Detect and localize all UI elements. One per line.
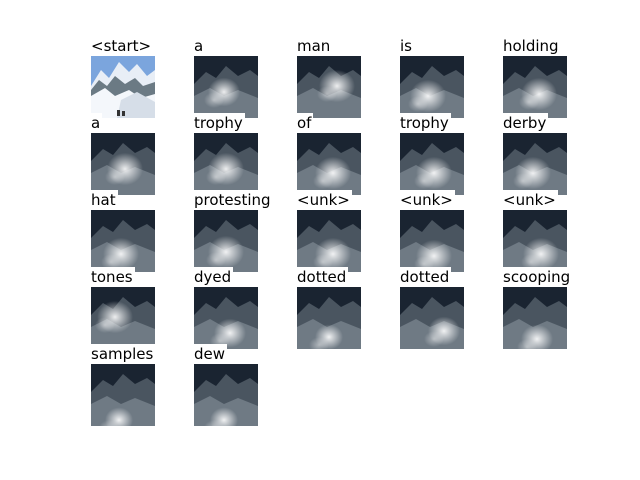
attention-cell: <unk> [400, 190, 512, 272]
caption-word: <unk> [503, 190, 558, 210]
attention-map-image [297, 133, 361, 195]
attention-map-image [503, 133, 567, 195]
attention-cell: dotted [400, 267, 512, 349]
attention-cell: trophy [400, 113, 512, 195]
attention-map-image [91, 287, 155, 349]
attention-map-image [194, 133, 258, 195]
attention-cell: <unk> [297, 190, 409, 272]
attention-cell: of [297, 113, 409, 195]
attention-map-image [400, 287, 464, 349]
attention-map-image [400, 56, 464, 118]
caption-word: scooping [503, 267, 573, 287]
attention-cell: derby [503, 113, 615, 195]
caption-word: trophy [194, 113, 245, 133]
attention-map-image [194, 210, 258, 272]
attention-cell: hat [91, 190, 203, 272]
source-image [91, 56, 155, 118]
attention-cell: a [194, 36, 306, 118]
attention-cell: dew [194, 344, 306, 426]
caption-word: hat [91, 190, 118, 210]
attention-cell: protesting [194, 190, 306, 272]
caption-word: samples [91, 344, 156, 364]
attention-map-image [503, 287, 567, 349]
caption-word: <start> [91, 36, 154, 56]
attention-cell: <start> [91, 36, 203, 118]
attention-map-image [297, 287, 361, 349]
caption-word: protesting [194, 190, 273, 210]
attention-map-image [503, 56, 567, 118]
caption-word: tones [91, 267, 135, 287]
caption-word: of [297, 113, 314, 133]
caption-word: holding [503, 36, 561, 56]
attention-cell: dotted [297, 267, 409, 349]
caption-word: dotted [297, 267, 349, 287]
attention-map-image [194, 287, 258, 349]
attention-map-image [297, 210, 361, 272]
attention-cell: scooping [503, 267, 615, 349]
caption-word: derby [503, 113, 549, 133]
attention-map-image [91, 364, 155, 426]
attention-map-image [194, 364, 258, 426]
attention-map-image [400, 210, 464, 272]
attention-cell: tones [91, 267, 203, 349]
caption-word: man [297, 36, 333, 56]
attention-cell: trophy [194, 113, 306, 195]
caption-word: <unk> [297, 190, 352, 210]
attention-map-image [503, 210, 567, 272]
attention-map-image [297, 56, 361, 118]
caption-word: dotted [400, 267, 452, 287]
attention-cell: samples [91, 344, 203, 426]
attention-map-image [400, 133, 464, 195]
attention-cell: is [400, 36, 512, 118]
attention-map-image [194, 56, 258, 118]
caption-word: trophy [400, 113, 451, 133]
attention-cell: <unk> [503, 190, 615, 272]
attention-map-image [91, 133, 155, 195]
caption-word: <unk> [400, 190, 455, 210]
caption-word: a [194, 36, 206, 56]
caption-word: dew [194, 344, 228, 364]
caption-word: is [400, 36, 414, 56]
attention-cell: a [91, 113, 203, 195]
attention-map-image [91, 210, 155, 272]
caption-word: dyed [194, 267, 234, 287]
attention-cell: man [297, 36, 409, 118]
attention-cell: dyed [194, 267, 306, 349]
caption-word: a [91, 113, 103, 133]
attention-cell: holding [503, 36, 615, 118]
